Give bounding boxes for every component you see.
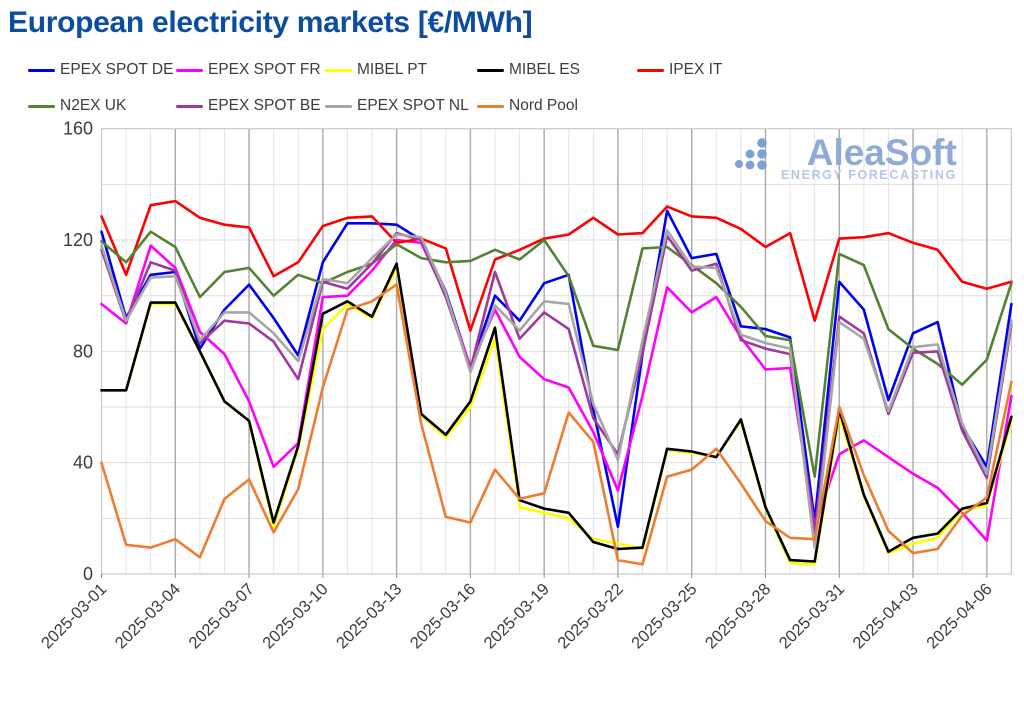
x-tick-label: 2025-03-28 xyxy=(702,580,774,652)
x-tick-label: 2025-03-16 xyxy=(407,580,479,652)
page-title: European electricity markets [€/MWh] xyxy=(8,6,533,39)
x-tick-label: 2025-04-03 xyxy=(849,580,921,652)
x-tick-label: 2025-03-10 xyxy=(259,580,331,652)
y-tick-label: 120 xyxy=(63,230,93,250)
x-tick-label: 2025-03-22 xyxy=(554,580,626,652)
series-line-n2ex-uk xyxy=(100,230,1013,478)
y-tick-label: 160 xyxy=(63,119,93,139)
x-tick-label: 2025-04-06 xyxy=(923,580,995,652)
x-tick-label: 2025-03-07 xyxy=(185,580,257,652)
y-tick-label: 40 xyxy=(73,453,93,473)
x-tick-label: 2025-03-19 xyxy=(481,580,553,652)
series-line-mibel-es xyxy=(100,262,1013,563)
x-tick-label: 2025-03-25 xyxy=(628,580,700,652)
x-tick-label: 2025-03-04 xyxy=(112,580,184,652)
y-tick-label: 80 xyxy=(73,341,93,361)
x-tick-label: 2025-03-31 xyxy=(776,580,848,652)
series-line-nord-pool xyxy=(100,283,1013,566)
x-tick-label: 2025-03-13 xyxy=(333,580,405,652)
y-tick-label: 0 xyxy=(83,564,93,584)
plot-frame xyxy=(100,128,1013,575)
series-line-epex-spot-fr xyxy=(100,238,1013,542)
series-line-epex-spot-nl xyxy=(100,229,1013,549)
series-line-ipex-it xyxy=(100,199,1013,332)
x-tick-label: 2025-03-01 xyxy=(38,580,110,652)
series-line-epex-spot-be xyxy=(100,231,1013,535)
series-line-epex-spot-de xyxy=(100,209,1013,529)
